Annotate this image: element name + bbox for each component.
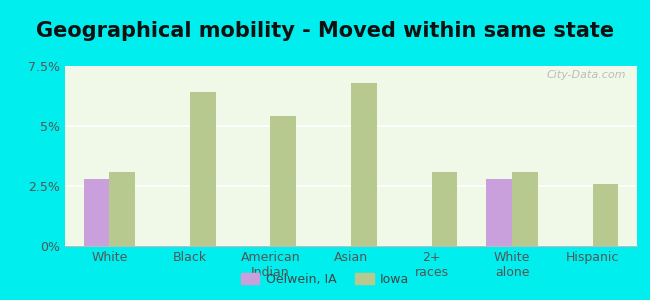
Bar bbox=[190, 92, 216, 246]
Bar bbox=[486, 179, 512, 246]
Bar bbox=[109, 172, 135, 246]
Bar bbox=[270, 116, 296, 246]
Text: City-Data.com: City-Data.com bbox=[546, 70, 625, 80]
Bar bbox=[512, 172, 538, 246]
Bar bbox=[593, 184, 618, 246]
Legend: Oelwein, IA, Iowa: Oelwein, IA, Iowa bbox=[236, 268, 414, 291]
Bar bbox=[84, 179, 109, 246]
Bar bbox=[432, 172, 458, 246]
Bar bbox=[351, 83, 377, 246]
Text: Geographical mobility - Moved within same state: Geographical mobility - Moved within sam… bbox=[36, 21, 614, 41]
